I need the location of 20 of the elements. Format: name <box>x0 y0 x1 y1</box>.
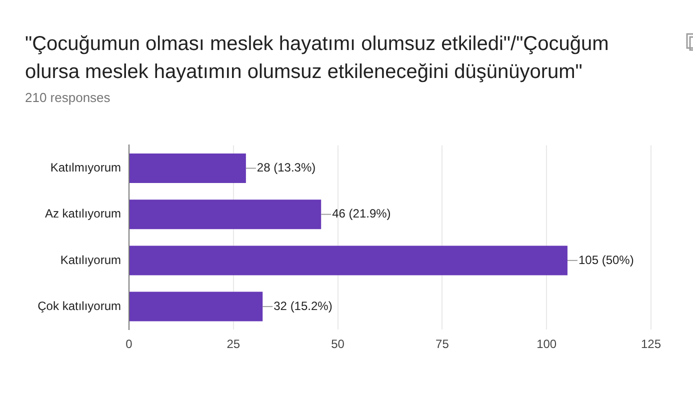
bar <box>130 154 246 183</box>
bar <box>130 292 263 322</box>
data-label: 105 (50%) <box>578 252 634 267</box>
x-tick-label: 0 <box>126 337 133 352</box>
x-tick-label: 25 <box>226 337 240 352</box>
y-tick-label: Çok katılıyorum <box>38 298 121 313</box>
x-tick-label: 125 <box>640 337 662 352</box>
x-tick-label: 50 <box>331 337 345 352</box>
chart-title: "Çocuğumun olması meslek hayatımı olumsuz etkiledi"/"Çocuğum olursa meslek hayatımın olumsuz etkileneceğini düşünüyorum" <box>25 32 610 85</box>
y-tick-label: Katılıyorum <box>60 252 121 267</box>
y-tick-label: Katılmıyorum <box>50 160 121 175</box>
y-tick-label: Az katılıyorum <box>44 206 121 221</box>
data-label: 32 (15.2%) <box>274 298 332 313</box>
chart-subtitle: 210 responses <box>25 90 110 105</box>
x-tick-label: 100 <box>536 337 557 352</box>
x-tick-label: 75 <box>436 337 450 352</box>
data-label: 28 (13.3%) <box>256 160 316 175</box>
data-label: 46 (21.9%) <box>332 206 391 221</box>
bar <box>130 200 322 230</box>
bar <box>130 246 568 276</box>
